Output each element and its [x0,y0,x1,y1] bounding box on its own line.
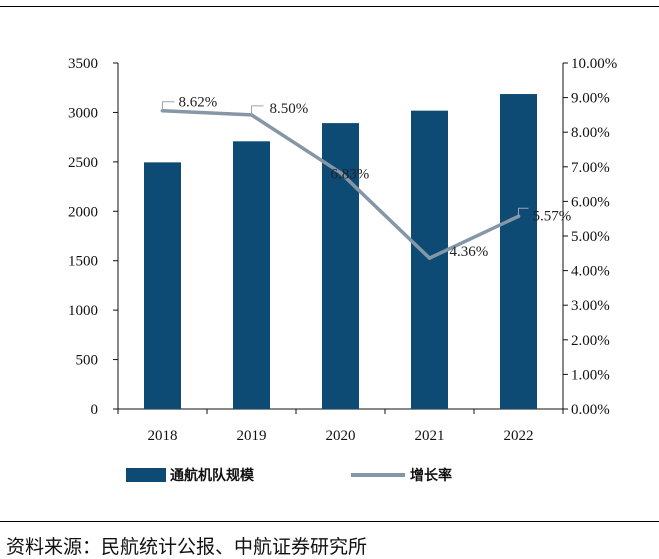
source-note: 资料来源：民航统计公报、中航证券研究所 [6,536,368,558]
label-leader-line [162,101,175,111]
bar-2019 [233,141,270,409]
y-left-tick-label: 2000 [68,204,98,220]
bar-2018 [144,162,181,409]
y-right-tick-label: 10.00% [571,56,617,72]
x-tick-label: 2021 [415,428,445,444]
y-left-tick-label: 1500 [68,254,98,270]
label-leader-line [251,105,264,115]
y-right-tick-label: 2.00% [571,333,610,349]
y-right-tick-label: 7.00% [571,160,610,176]
legend-swatch-bar [126,468,166,482]
y-left-tick-label: 2500 [68,155,98,171]
growth-label-2021: 4.36% [450,244,489,260]
x-tick-label: 2020 [326,428,356,444]
x-tick-label: 2019 [237,428,267,444]
growth-label-2020: 6.83% [331,167,370,183]
growth-label-2018: 8.62% [179,95,218,111]
growth-label-2019: 8.50% [270,101,309,117]
legend-label-line: 增长率 [410,467,452,484]
y-left-tick-label: 0 [91,402,99,418]
y-left-tick-label: 3500 [68,56,98,72]
y-left-tick-label: 1000 [68,303,98,319]
y-left-tick-label: 3000 [68,105,98,121]
y-right-tick-label: 6.00% [571,194,610,210]
y-right-tick-label: 0.00% [571,402,610,418]
top-rule [0,6,659,7]
y-right-tick-label: 9.00% [571,91,610,107]
y-left-tick-label: 500 [76,353,99,369]
y-right-tick-label: 3.00% [571,298,610,314]
bar-2022 [500,94,537,410]
bottom-rule [0,521,659,522]
y-right-tick-label: 1.00% [571,367,610,383]
growth-point-2020 [338,170,343,175]
x-tick-label: 2022 [504,428,534,444]
legend-label-bar: 通航机队规模 [170,467,255,484]
y-right-tick-label: 8.00% [571,125,610,141]
x-tick-label: 2018 [148,428,178,444]
y-right-tick-label: 5.00% [571,229,610,245]
combo-chart: 0 500 1000 1500 2000 2500 3000 3500 0.00% 1.00% 2.… [68,56,617,484]
growth-point-2021 [427,256,432,260]
growth-label-2022: 5.57% [533,208,572,224]
label-leader-line [518,207,529,217]
y-right-tick-label: 4.00% [571,264,610,280]
